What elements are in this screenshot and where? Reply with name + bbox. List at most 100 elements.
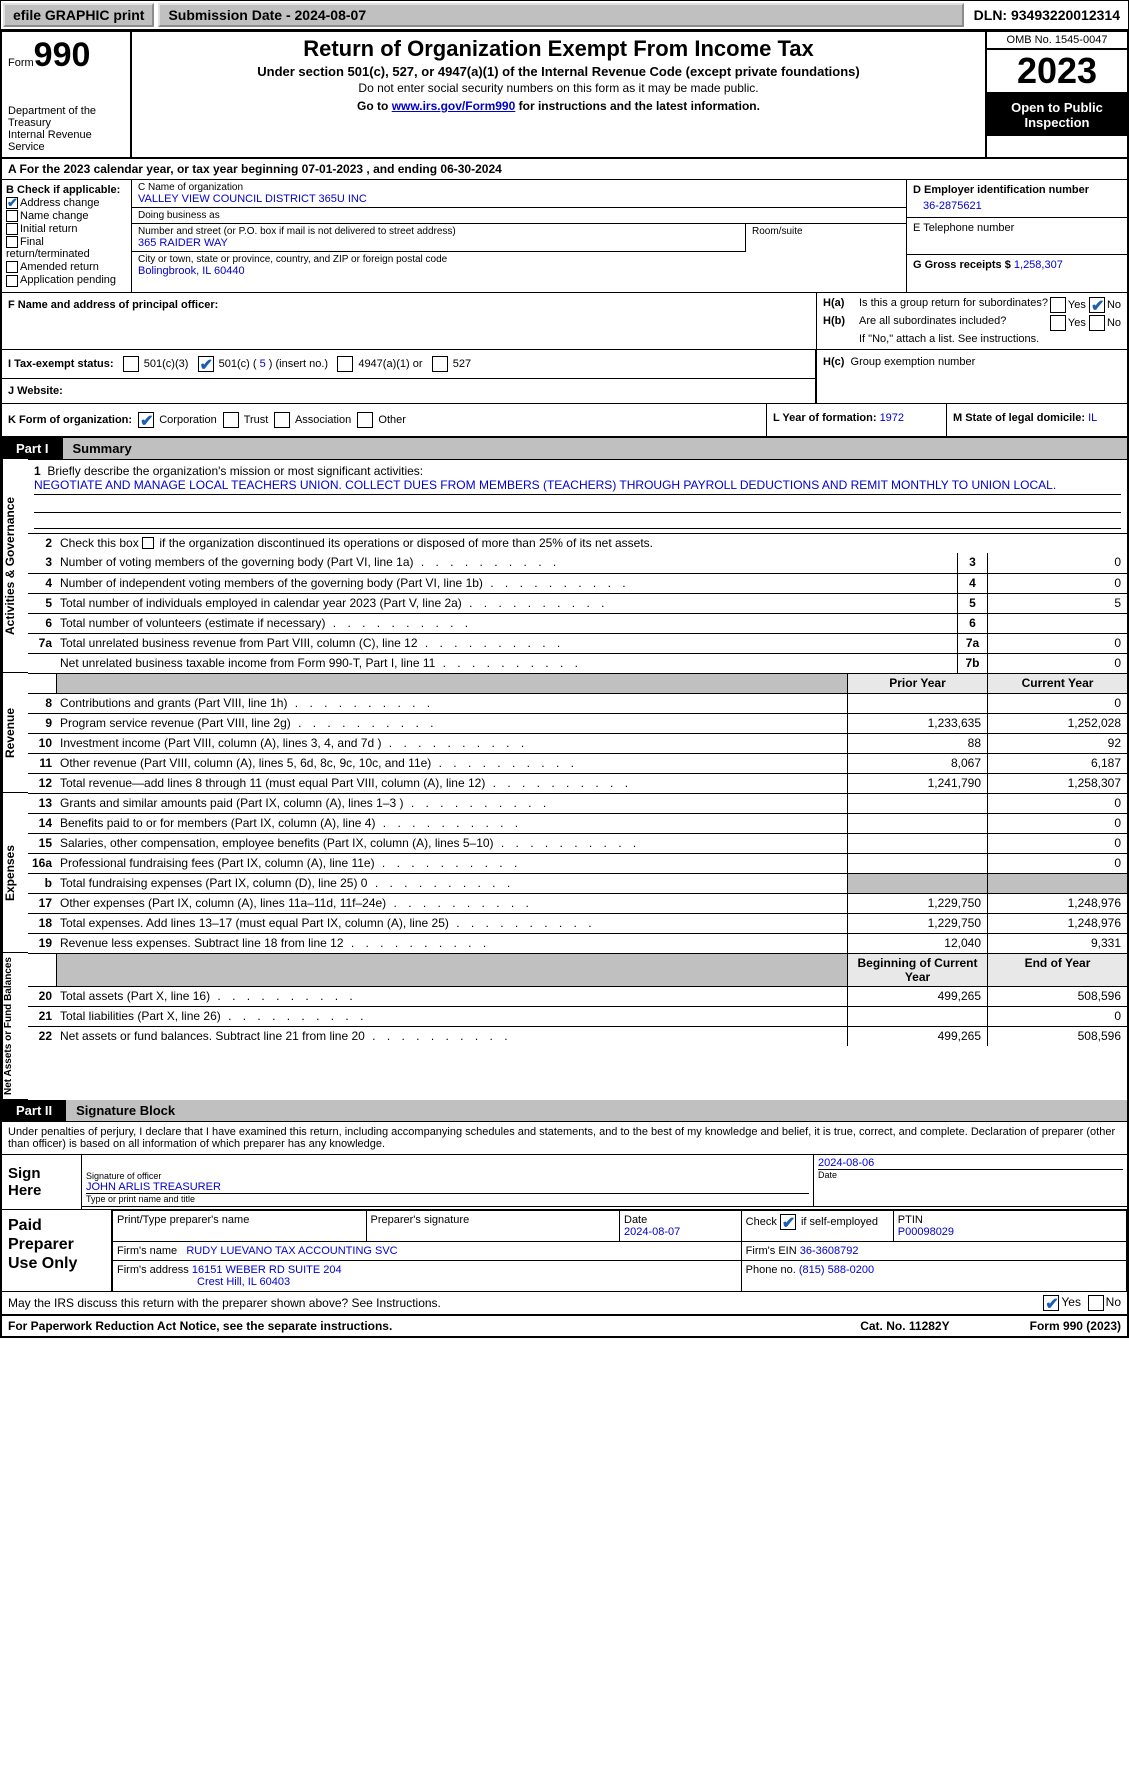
ha-yes[interactable] xyxy=(1050,297,1066,313)
line-18: 18Total expenses. Add lines 13–17 (must … xyxy=(28,913,1127,933)
ha-no[interactable] xyxy=(1089,297,1105,313)
sig-label: Signature of officer xyxy=(86,1171,809,1181)
ck-501c[interactable] xyxy=(198,356,214,372)
form-title: Return of Organization Exempt From Incom… xyxy=(138,36,979,62)
gross-label: G Gross receipts $ xyxy=(913,259,1014,271)
form-word: Form xyxy=(8,57,34,69)
i-label: I Tax-exempt status: xyxy=(8,357,114,369)
hc-text: Group exemption number xyxy=(851,356,976,368)
discuss-row: May the IRS discuss this return with the… xyxy=(2,1291,1127,1314)
signature-intro: Under penalties of perjury, I declare th… xyxy=(2,1121,1127,1154)
part-2-title: Signature Block xyxy=(66,1100,1127,1121)
block-k: K Form of organization: Corporation Trus… xyxy=(2,404,767,436)
ck-assoc[interactable] xyxy=(274,412,290,428)
check-if-label: if self-employed xyxy=(801,1215,878,1227)
sig-date-cell: 2024-08-06 Date xyxy=(814,1155,1128,1207)
m-label: M State of legal domicile: xyxy=(953,412,1088,424)
dln-value: 93493220012314 xyxy=(1011,7,1120,23)
block-b: B Check if applicable: Address change Na… xyxy=(2,180,132,292)
top-toolbar: efile GRAPHIC print Submission Date - 20… xyxy=(0,0,1129,30)
phone-cell: E Telephone number xyxy=(907,218,1127,256)
row-k-l-m: K Form of organization: Corporation Trus… xyxy=(2,403,1127,438)
entity-block: B Check if applicable: Address change Na… xyxy=(2,180,1127,292)
block-hc: H(c) Group exemption number xyxy=(817,350,1127,403)
section-revenue: Revenue Prior Year Current Year 8Contrib… xyxy=(2,673,1127,793)
prep-date-label: Date xyxy=(624,1214,737,1226)
block-c: C Name of organization VALLEY VIEW COUNC… xyxy=(132,180,907,292)
c-number: 5 xyxy=(260,357,266,369)
header-middle: Return of Organization Exempt From Incom… xyxy=(132,32,987,157)
ck-final-return[interactable]: Final return/terminated xyxy=(6,236,127,260)
form-subtitle-1: Under section 501(c), 527, or 4947(a)(1)… xyxy=(138,64,979,79)
period-begin: 07-01-2023 xyxy=(302,162,363,176)
revenue-header-row: Prior Year Current Year xyxy=(28,673,1127,693)
line-1: 1 Briefly describe the organization's mi… xyxy=(28,459,1127,533)
street-label: Number and street (or P.O. box if mail i… xyxy=(138,226,739,237)
street-row: Number and street (or P.O. box if mail i… xyxy=(132,224,906,252)
form-number: 990 xyxy=(34,36,91,74)
line1-label: Briefly describe the organization's miss… xyxy=(47,464,423,478)
irs-link[interactable]: www.irs.gov/Form990 xyxy=(392,99,516,113)
blank-line-1 xyxy=(34,497,1121,513)
hb-yes[interactable] xyxy=(1050,315,1066,331)
hb-no[interactable] xyxy=(1089,315,1105,331)
vlabel-expenses: Expenses xyxy=(2,793,28,953)
hdr-current-year: Current Year xyxy=(987,674,1127,693)
line-21: 21Total liabilities (Part X, line 26)0 xyxy=(28,1006,1127,1026)
form-990: Form990 Department of the Treasury Inter… xyxy=(0,30,1129,1338)
ck-amended-return[interactable]: Amended return xyxy=(6,261,127,273)
summary-line-7b: Net unrelated business taxable income fr… xyxy=(28,653,1127,673)
firm-name-label: Firm's name xyxy=(117,1245,180,1257)
ck-address-change[interactable]: Address change xyxy=(6,197,127,209)
line-16a: 16aProfessional fundraising fees (Part I… xyxy=(28,853,1127,873)
firm-addr-label: Firm's address xyxy=(117,1264,192,1276)
ck-other[interactable] xyxy=(357,412,373,428)
ck-discontinued[interactable] xyxy=(142,537,154,549)
tax-year: 2023 xyxy=(987,50,1127,94)
ck-corp[interactable] xyxy=(138,412,154,428)
prep-sig-label: Preparer's signature xyxy=(371,1214,616,1226)
line-b: bTotal fundraising expenses (Part IX, co… xyxy=(28,873,1127,893)
officer-name: JOHN ARLIS TREASURER xyxy=(86,1181,809,1193)
ck-application-pending[interactable]: Application pending xyxy=(6,274,127,286)
sign-here-block: Sign Here Signature of officer JOHN ARLI… xyxy=(2,1154,1127,1209)
header-right: OMB No. 1545-0047 2023 Open to Public In… xyxy=(987,32,1127,157)
vlabel-revenue: Revenue xyxy=(2,673,28,793)
ck-4947[interactable] xyxy=(337,356,353,372)
tax-period-line: A For the 2023 calendar year, or tax yea… xyxy=(2,159,1127,180)
summary-line-5: 5Total number of individuals employed in… xyxy=(28,593,1127,613)
dept-treasury: Department of the Treasury Internal Reve… xyxy=(8,105,124,153)
part-2-header: Part II Signature Block xyxy=(2,1100,1127,1121)
c-insert: (insert no.) xyxy=(276,357,329,369)
period-end: 06-30-2024 xyxy=(440,162,501,176)
efile-print-button[interactable]: efile GRAPHIC print xyxy=(3,3,154,27)
officer-sig-cell: Signature of officer JOHN ARLIS TREASURE… xyxy=(82,1155,814,1207)
ck-self-employed[interactable] xyxy=(780,1214,796,1230)
ck-501c3[interactable] xyxy=(123,356,139,372)
ptin-label: PTIN xyxy=(898,1214,1122,1226)
hb-text: Are all subordinates included? xyxy=(859,315,1050,327)
hb-label: H(b) xyxy=(823,315,859,327)
paid-preparer-block: Paid Preparer Use Only Print/Type prepar… xyxy=(2,1209,1127,1291)
room-label: Room/suite xyxy=(752,226,900,237)
discuss-yes[interactable] xyxy=(1043,1295,1059,1311)
prep-date: 2024-08-07 xyxy=(624,1226,680,1238)
row-i-j: I Tax-exempt status: 501(c)(3) 501(c) ( … xyxy=(2,349,1127,403)
submission-date: 2024-08-07 xyxy=(295,7,367,23)
firm-addr1: 16151 WEBER RD SUITE 204 xyxy=(192,1264,342,1276)
ck-527[interactable] xyxy=(432,356,448,372)
ck-trust[interactable] xyxy=(223,412,239,428)
discuss-no[interactable] xyxy=(1088,1295,1104,1311)
form-subtitle-3: Go to www.irs.gov/Form990 for instructio… xyxy=(138,99,979,113)
ptin-value: P00098029 xyxy=(898,1226,954,1238)
footer-mid: Cat. No. 11282Y xyxy=(860,1319,949,1333)
net-header-row: Beginning of Current Year End of Year xyxy=(28,953,1127,986)
line-2: 2 Check this box if the organization dis… xyxy=(28,533,1127,553)
omb-number: OMB No. 1545-0047 xyxy=(987,32,1127,50)
line-13: 13Grants and similar amounts paid (Part … xyxy=(28,793,1127,813)
line-8: 8Contributions and grants (Part VIII, li… xyxy=(28,693,1127,713)
h-a: H(a) Is this a group return for subordin… xyxy=(823,297,1121,313)
m-value: IL xyxy=(1088,412,1097,424)
ck-initial-return[interactable]: Initial return xyxy=(6,223,127,235)
ck-name-change[interactable]: Name change xyxy=(6,210,127,222)
